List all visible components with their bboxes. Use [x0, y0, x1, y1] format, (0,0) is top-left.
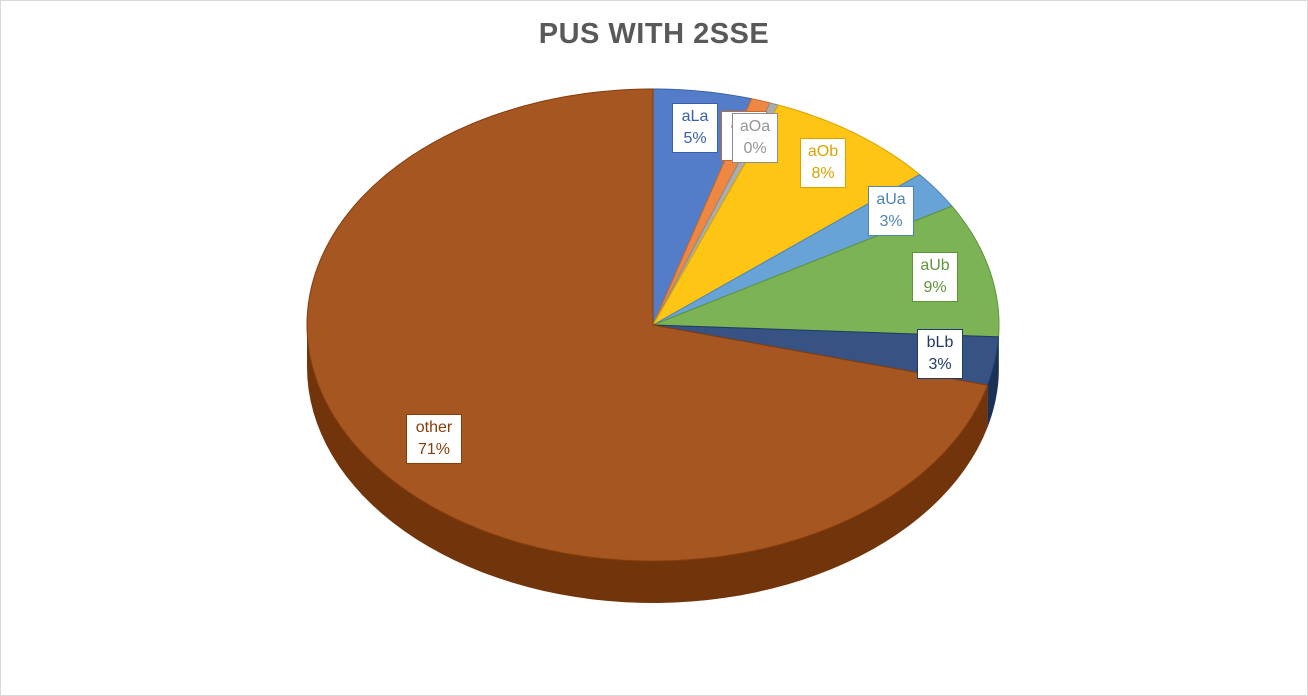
data-label-other: other 71%	[406, 414, 462, 464]
pie-slices	[306, 88, 1000, 562]
pie-side-other	[307, 325, 988, 603]
data-label-percent: 3%	[928, 356, 952, 373]
data-label-percent: 0%	[743, 140, 767, 157]
data-label-percent: 5%	[683, 130, 707, 147]
pie-slice-other[interactable]	[306, 88, 989, 562]
pie-slice-aUb[interactable]	[652, 205, 1000, 338]
data-label-percent: 71%	[417, 441, 451, 458]
data-label-name: other	[415, 419, 453, 436]
pie-side-bLb	[987, 336, 999, 428]
data-label-aUb: aUb 9%	[912, 252, 958, 302]
pie-slice-aOb[interactable]	[651, 104, 921, 327]
data-label-aOb: aOb 8%	[800, 138, 846, 188]
data-label-aOa: aOa 0%	[732, 113, 778, 163]
data-label-aLa: aLa 5%	[672, 103, 718, 153]
data-label-name: bLb	[926, 334, 954, 351]
data-label-name: aOb	[807, 143, 839, 160]
data-label-percent: 8%	[811, 165, 835, 182]
data-label-name: aUb	[920, 257, 950, 274]
data-label-name: aLa	[681, 108, 709, 125]
data-label-aUa: aUa 3%	[868, 186, 914, 236]
data-label-bLb: bLb 3%	[917, 329, 963, 379]
data-label-percent: 9%	[923, 279, 947, 296]
chart-title: PUS WITH 2SSE	[538, 18, 770, 50]
data-label-name: aUa	[876, 191, 906, 208]
data-label-name: aOa	[739, 118, 771, 135]
data-label-percent: 3%	[879, 213, 903, 230]
